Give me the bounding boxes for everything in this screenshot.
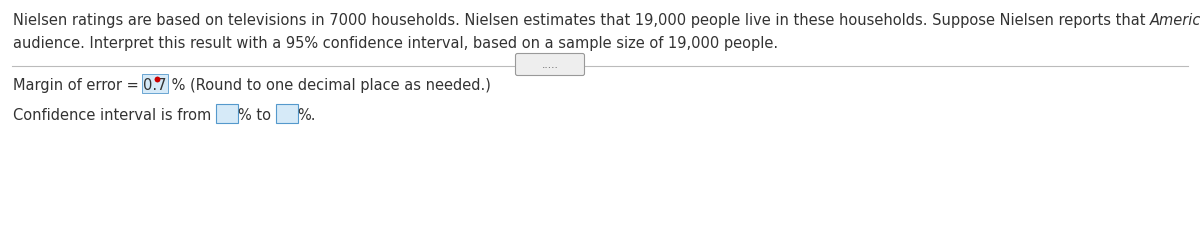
FancyBboxPatch shape <box>516 54 584 76</box>
Text: audience. Interpret this result with a 95% confidence interval, based on a sampl: audience. Interpret this result with a 9… <box>13 36 778 51</box>
FancyBboxPatch shape <box>142 75 168 94</box>
Text: .....: ..... <box>541 60 558 70</box>
Text: %.: %. <box>298 108 316 123</box>
Text: American Idol: American Idol <box>1150 13 1200 28</box>
Text: % (Round to one decimal place as needed.): % (Round to one decimal place as needed.… <box>167 78 491 93</box>
FancyBboxPatch shape <box>216 105 238 123</box>
FancyBboxPatch shape <box>276 105 298 123</box>
Text: Margin of error =: Margin of error = <box>13 78 143 93</box>
Text: 0.7: 0.7 <box>143 78 167 93</box>
Text: % to: % to <box>238 108 276 123</box>
Text: Confidence interval is from: Confidence interval is from <box>13 108 216 123</box>
Text: Nielsen ratings are based on televisions in 7000 households. Nielsen estimates t: Nielsen ratings are based on televisions… <box>13 13 1150 28</box>
